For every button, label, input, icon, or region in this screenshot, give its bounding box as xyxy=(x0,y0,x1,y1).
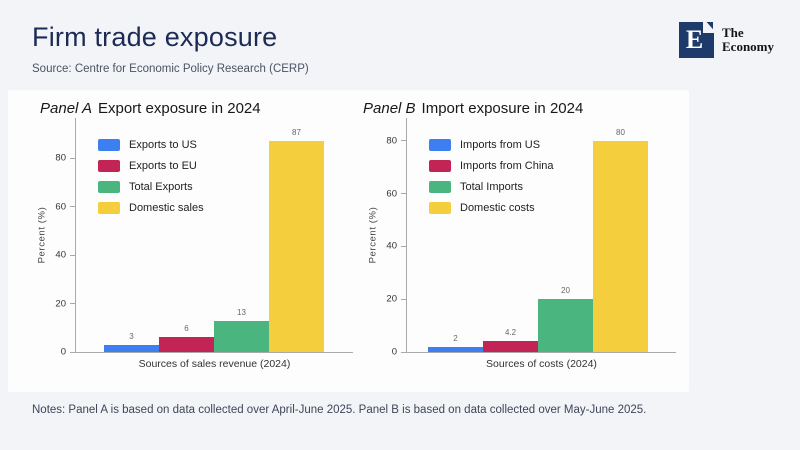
panel-a-title-text: Export exposure in 2024 xyxy=(97,100,261,117)
brand-logo: E The Economy xyxy=(679,22,774,58)
legend-item: Exports to US xyxy=(98,138,204,152)
y-tick-mark xyxy=(401,298,406,300)
bar-value-label: 3 xyxy=(129,331,134,341)
y-tick-mark xyxy=(401,351,406,353)
panel-a-yticks: 0 20 40 60 80 xyxy=(55,118,353,358)
legend-swatch xyxy=(98,202,120,214)
bar-value-label: 2 xyxy=(453,333,458,343)
bar-domestic-sales: 87 xyxy=(269,128,324,352)
panel-b-ylabel: Percent (%) xyxy=(367,206,379,264)
panel-b-yticks: 0 20 40 60 80 xyxy=(386,118,676,358)
bar-imports-from-china: 4.2 xyxy=(483,328,538,352)
bar-total-imports: 20 xyxy=(538,286,593,352)
notes-text: Notes: Panel A is based on data collecte… xyxy=(32,404,647,416)
logo-text-line1: The xyxy=(722,25,744,40)
y-tick-mark xyxy=(401,140,406,142)
bar-value-label: 13 xyxy=(237,307,246,317)
y-tick-mark xyxy=(401,193,406,195)
y-tick-mark xyxy=(70,351,75,353)
source-text: Source: Centre for Economic Policy Resea… xyxy=(32,63,309,75)
legend-label: Imports from US xyxy=(460,139,541,151)
bar-value-label: 87 xyxy=(292,128,301,138)
logo-text: The Economy xyxy=(722,22,774,55)
legend-item: Total Exports xyxy=(98,180,204,194)
bar-exports-to-eu: 6 xyxy=(159,324,214,352)
panel-b-xlabel: Sources of costs (2024) xyxy=(486,358,597,370)
y-tick-label: 40 xyxy=(386,240,397,252)
panel-b-legend: Imports from US Imports from China Total I… xyxy=(429,138,554,222)
y-tick-label: 0 xyxy=(391,346,397,358)
y-tick-label: 20 xyxy=(55,298,66,310)
panel-a-plot: Percent (%) 0 20 40 60 80 3 6 13 87 Exports to … xyxy=(37,118,353,370)
bar-exports-to-us: 3 xyxy=(104,332,159,352)
legend-swatch xyxy=(429,202,451,214)
y-tick-label: 80 xyxy=(386,135,397,147)
y-tick-mark xyxy=(70,206,75,208)
panel-a-title: Panel A Export exposure in 2024 xyxy=(40,100,261,117)
panel-a-label: Panel A xyxy=(40,100,92,117)
legend-label: Domestic sales xyxy=(129,202,204,214)
panel-b-title-text: Import exposure in 2024 xyxy=(421,100,584,117)
legend-swatch xyxy=(98,181,120,193)
page-title: Firm trade exposure xyxy=(32,22,278,52)
bar-value-label: 6 xyxy=(184,324,189,334)
y-tick-label: 20 xyxy=(386,293,397,305)
legend-label: Exports to EU xyxy=(129,160,197,172)
legend-item: Imports from US xyxy=(429,138,554,152)
bar-total-exports: 13 xyxy=(214,308,269,352)
charts-card: Panel A Export exposure in 2024 Panel B Im… xyxy=(8,90,689,392)
legend-item: Imports from China xyxy=(429,159,554,173)
y-tick-mark xyxy=(401,245,406,247)
bar-value-label: 4.2 xyxy=(504,327,517,337)
y-tick-label: 0 xyxy=(60,346,66,358)
bar-value-label: 20 xyxy=(561,286,570,296)
legend-item: Total Imports xyxy=(429,180,554,194)
legend-swatch xyxy=(429,139,451,151)
y-tick-mark xyxy=(70,157,75,159)
legend-swatch xyxy=(429,160,451,172)
legend-item: Exports to EU xyxy=(98,159,204,173)
legend-label: Total Imports xyxy=(460,181,523,193)
legend-swatch xyxy=(98,139,120,151)
legend-label: Total Exports xyxy=(129,181,193,193)
bar-value-label: 80 xyxy=(616,127,625,137)
panel-a-legend: Exports to US Exports to EU Total Exports D… xyxy=(98,138,204,222)
y-tick-label: 60 xyxy=(55,201,66,213)
logo-letter: E xyxy=(685,25,704,54)
panel-a-bars: 3 6 13 87 xyxy=(104,128,324,352)
panel-b-label: Panel B xyxy=(363,100,416,117)
bar-domestic-costs: 80 xyxy=(593,128,648,352)
y-tick-label: 60 xyxy=(386,188,397,200)
legend-swatch xyxy=(429,181,451,193)
legend-label: Exports to US xyxy=(129,139,197,151)
bar-imports-from-us: 2 xyxy=(428,334,483,352)
panel-b-bars: 2 4.2 20 80 xyxy=(428,128,648,352)
panel-b-title: Panel B Import exposure in 2024 xyxy=(363,100,583,117)
y-tick-mark xyxy=(70,303,75,305)
legend-label: Domestic costs xyxy=(460,202,535,214)
legend-item: Domestic sales xyxy=(98,201,204,215)
panel-b-plot: Percent (%) 0 20 40 60 80 2 4.2 20 80 Imports f… xyxy=(368,118,676,370)
panel-a-xlabel: Sources of sales revenue (2024) xyxy=(138,358,291,370)
legend-label: Imports from China xyxy=(460,160,554,172)
y-tick-label: 40 xyxy=(55,249,66,261)
legend-swatch xyxy=(98,160,120,172)
logo-apostrophe-icon xyxy=(703,22,714,33)
y-tick-label: 80 xyxy=(55,152,66,164)
y-tick-mark xyxy=(70,254,75,256)
logo-mark: E xyxy=(679,22,714,58)
legend-item: Domestic costs xyxy=(429,201,554,215)
logo-text-line2: Economy xyxy=(722,39,774,55)
